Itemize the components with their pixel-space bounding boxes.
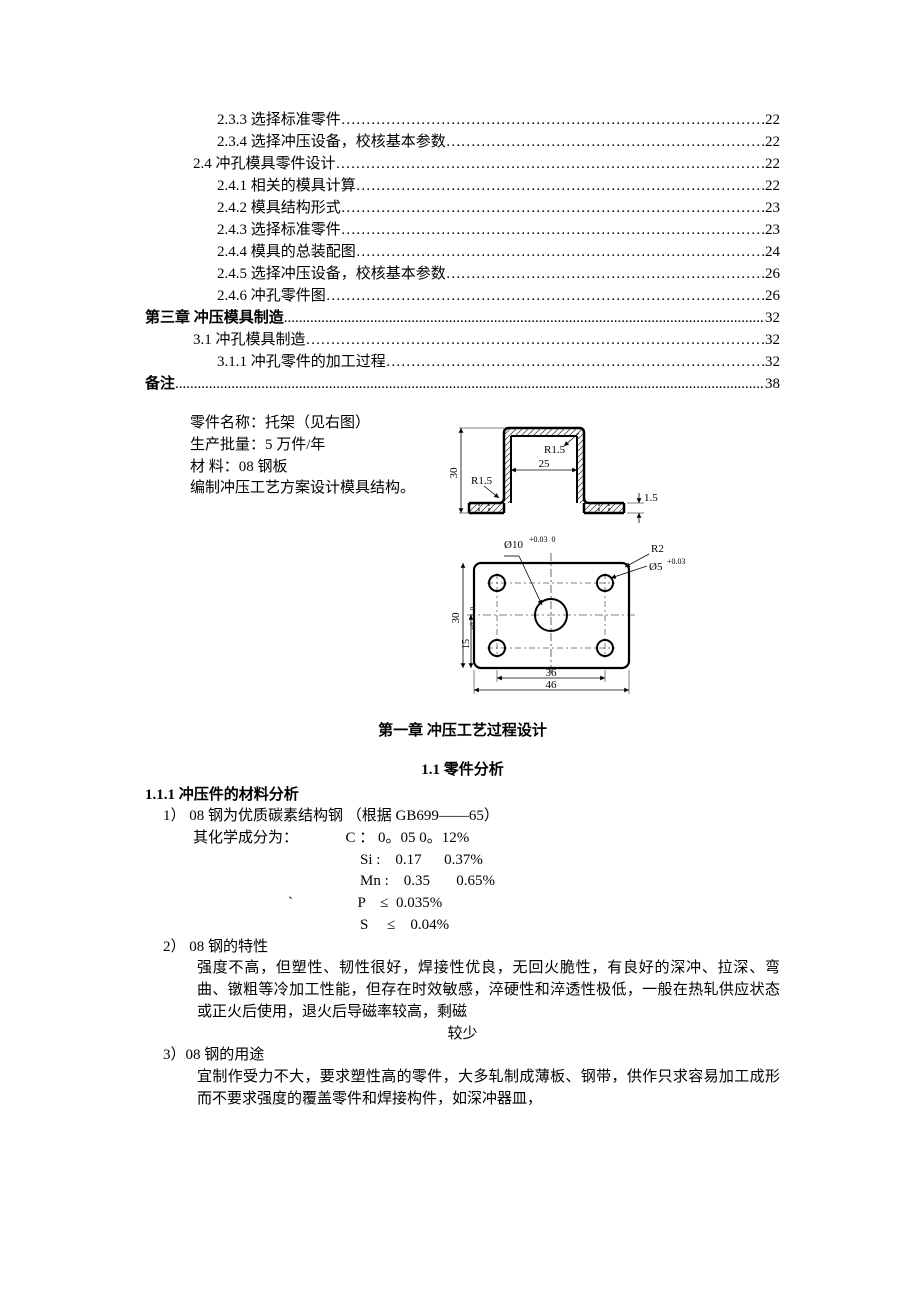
- toc-label: 2.4 冲孔模具零件设计: [193, 154, 336, 175]
- toc-label: 2.4.4 模具的总装配图: [217, 242, 356, 263]
- dim-r2: R2: [651, 543, 664, 555]
- toc-leader-dots: ……………………………………………………………………………………………………………: [446, 132, 765, 153]
- chem-p-row: ` P ≤ 0.035%: [145, 893, 780, 915]
- toc-leader-dots: ……………………………………………………………………………………………………………: [341, 220, 765, 241]
- toc-leader-dots: ……………………………………………………………………………………………………………: [356, 242, 765, 263]
- toc-label: 3.1.1 冲孔零件的加工过程: [217, 352, 386, 373]
- chem-c-inline: C ： 0。05 0。12%: [346, 830, 470, 846]
- dim-1-5: 1.5: [644, 492, 658, 504]
- dim-tol10: +0.03 0: [529, 535, 556, 544]
- item-1-line2-text: 其化学成分为：: [193, 830, 298, 846]
- toc-label: 2.4.3 选择标准零件: [217, 220, 341, 241]
- toc-page-number: 26: [765, 286, 780, 307]
- chem-s: S ≤ 0.04%: [145, 915, 780, 937]
- dim-36: 36: [546, 667, 558, 679]
- toc-leader-dots: ……………………………………………………………………………………………………………: [306, 330, 765, 351]
- dim-46: 46: [546, 679, 558, 691]
- toc-leader-dots: ……………………………………………………………………………………………………………: [326, 286, 765, 307]
- dim-tol15: +0.12 0: [469, 606, 477, 630]
- toc-label: 2.3.3 选择标准零件: [217, 110, 341, 131]
- part-batch: 生产批量：5 万件/年: [190, 435, 415, 457]
- dim-r15b: R1.5: [544, 444, 566, 456]
- subsection-1-1-1-title: 1.1.1 冲压件的材料分析: [145, 785, 780, 806]
- toc-page-number: 22: [765, 154, 780, 175]
- item-1-line1: 1） 08 钢为优质碳素结构钢 （根据 GB699——65）: [145, 806, 780, 828]
- toc-entry: 2.4.2 模具结构形式……………………………………………………………………………: [145, 198, 780, 219]
- section-1-1-title: 1.1 零件分析: [145, 760, 780, 781]
- toc-label: 2.4.2 模具结构形式: [217, 198, 341, 219]
- dim-25: 25: [539, 458, 551, 470]
- toc-page-number: 22: [765, 110, 780, 131]
- item-1-line2: 其化学成分为： C ： 0。05 0。12%: [145, 828, 780, 850]
- toc-page-number: 32: [765, 308, 780, 329]
- dim-r15a: R1.5: [471, 475, 493, 487]
- toc-leader-dots: ……………………………………………………………………………………………………………: [386, 352, 765, 373]
- part-task: 编制冲压工艺方案设计模具结构。: [190, 478, 415, 500]
- item-2-head: 2） 08 钢的特性: [145, 937, 780, 959]
- toc-leader-dots: ……………………………………………………………………………………………………………: [356, 176, 765, 197]
- toc-entry: 3.1 冲孔模具制造…………………………………………………………………………………: [145, 330, 780, 351]
- table-of-contents: 2.3.3 选择标准零件……………………………………………………………………………: [145, 110, 780, 395]
- part-info-block: 零件名称：托架（见右图） 生产批量：5 万件/年 材 料：08 钢板 编制冲压工…: [145, 413, 780, 703]
- toc-label: 2.4.5 选择冲压设备，校核基本参数: [217, 264, 446, 285]
- toc-page-number: 24: [765, 242, 780, 263]
- toc-page-number: 22: [765, 176, 780, 197]
- toc-leader-dots: ……………………………………………………………………………………………………………: [341, 110, 765, 131]
- toc-page-number: 38: [765, 374, 780, 395]
- toc-entry: 3.1.1 冲孔零件的加工过程……………………………………………………………………: [145, 352, 780, 373]
- part-drawing: 30 25 1.5 R1.5 R1.5: [429, 413, 780, 703]
- toc-entry: 2.4.6 冲孔零件图………………………………………………………………………………: [145, 286, 780, 307]
- toc-entry: 2.3.4 选择冲压设备，校核基本参数…………………………………………………………: [145, 132, 780, 153]
- toc-leader-dots: ........................................…: [284, 308, 765, 329]
- dim-phi10: Ø10: [504, 539, 523, 551]
- toc-entry: 备注......................................…: [145, 374, 780, 395]
- toc-leader-dots: ……………………………………………………………………………………………………………: [446, 264, 765, 285]
- dim-30b: 30: [450, 612, 462, 624]
- toc-page-number: 22: [765, 132, 780, 153]
- toc-label: 2.4.6 冲孔零件图: [217, 286, 326, 307]
- toc-label: 2.3.4 选择冲压设备，校核基本参数: [217, 132, 446, 153]
- part-material: 材 料：08 钢板: [190, 457, 415, 479]
- backtick-mark: `: [145, 893, 303, 915]
- dim-30: 30: [448, 467, 460, 479]
- chem-p: P ≤ 0.035%: [358, 895, 443, 911]
- chem-mn: Mn : 0.35 0.65%: [145, 871, 780, 893]
- toc-entry: 第三章 冲压模具制造..............................…: [145, 308, 780, 329]
- toc-label: 第三章 冲压模具制造: [145, 308, 284, 329]
- part-name: 零件名称：托架（见右图）: [190, 413, 415, 435]
- toc-page-number: 32: [765, 352, 780, 373]
- toc-page-number: 23: [765, 220, 780, 241]
- toc-label: 2.4.1 相关的模具计算: [217, 176, 356, 197]
- item-2-body: 强度不高，但塑性、韧性很好，焊接性优良，无回火脆性，有良好的深冲、拉深、弯曲、镦…: [145, 958, 780, 1023]
- dim-15b: 15: [461, 639, 472, 649]
- toc-entry: 2.4.1 相关的模具计算…………………………………………………………………………: [145, 176, 780, 197]
- toc-label: 备注: [145, 374, 175, 395]
- engineering-drawing: 30 25 1.5 R1.5 R1.5: [429, 413, 689, 703]
- chem-si: Si : 0.17 0.37%: [145, 850, 780, 872]
- item-2-tail: 较少: [145, 1024, 780, 1046]
- toc-leader-dots: ……………………………………………………………………………………………………………: [341, 198, 765, 219]
- part-text: 零件名称：托架（见右图） 生产批量：5 万件/年 材 料：08 钢板 编制冲压工…: [145, 413, 415, 703]
- toc-entry: 2.4 冲孔模具零件设计……………………………………………………………………………: [145, 154, 780, 175]
- toc-label: 3.1 冲孔模具制造: [193, 330, 306, 351]
- toc-leader-dots: ........................................…: [175, 374, 765, 395]
- toc-page-number: 23: [765, 198, 780, 219]
- item-3-head: 3）08 钢的用途: [145, 1045, 780, 1067]
- item-3-body: 宜制作受力不大，要求塑性高的零件，大多轧制成薄板、钢带，供作只求容易加工成形而不…: [145, 1067, 780, 1111]
- toc-leader-dots: ……………………………………………………………………………………………………………: [336, 154, 765, 175]
- toc-page-number: 26: [765, 264, 780, 285]
- toc-entry: 2.4.5 选择冲压设备，校核基本参数…………………………………………………………: [145, 264, 780, 285]
- toc-entry: 2.4.4 模具的总装配图…………………………………………………………………………: [145, 242, 780, 263]
- chapter-1-title: 第一章 冲压工艺过程设计: [145, 721, 780, 742]
- toc-entry: 2.4.3 选择标准零件……………………………………………………………………………: [145, 220, 780, 241]
- toc-entry: 2.3.3 选择标准零件……………………………………………………………………………: [145, 110, 780, 131]
- toc-page-number: 32: [765, 330, 780, 351]
- dim-phi5: Ø5: [649, 561, 663, 573]
- dim-tol5: +0.03 0: [667, 557, 689, 566]
